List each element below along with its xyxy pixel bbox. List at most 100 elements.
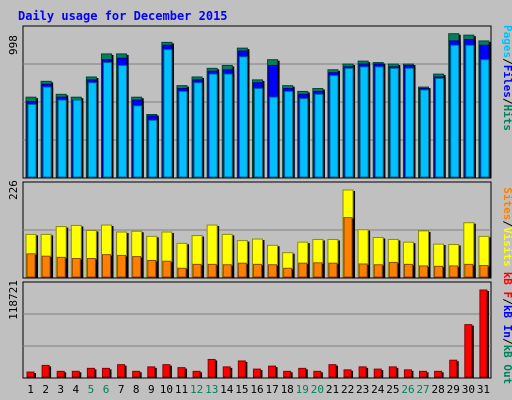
bar-sites-day-27 [419,265,430,278]
bar-kb-f-day-9 [147,366,157,378]
bar-face [358,263,368,278]
bar-face [450,44,460,178]
bar-sites-day-26 [403,263,415,278]
bar-face [71,258,81,278]
x-tick-label: 28 [432,383,445,396]
bar-pages-day-22 [344,67,356,178]
bar-pages-day-15 [238,56,250,179]
x-tick-label: 19 [296,383,309,396]
x-tick-label: 6 [103,383,110,396]
bar-face [192,263,202,278]
bar-face [374,66,384,178]
bar-sites-day-13 [207,263,219,278]
x-tick-label: 7 [118,383,125,396]
bar-face [86,258,96,278]
bar-face [208,73,218,178]
x-tick-label: 31 [477,383,490,396]
bar-face [299,98,309,178]
x-tick-label: 29 [447,383,460,396]
bar-face [117,364,126,378]
bar-pages-day-12 [193,82,205,178]
bar-face [87,82,97,178]
bar-face [57,99,67,178]
bar-face [86,367,95,378]
bar-face [435,77,445,178]
bar-face [373,264,383,278]
bar-sites-day-11 [177,267,188,278]
bar-sites-day-20 [313,262,324,278]
x-tick-label: 20 [311,383,324,396]
bar-pages-day-31 [480,59,491,178]
x-tick-label: 24 [371,383,385,396]
bar-kb-f-day-21 [328,364,338,378]
bar-face [464,324,473,378]
x-tick-label: 18 [281,383,294,396]
bar-pages-day-25 [389,67,401,178]
bar-face [419,265,429,278]
bar-face [56,370,65,378]
bar-face [343,217,353,278]
bar-sites-day-31 [479,265,490,278]
bar-sites-day-17 [268,264,279,278]
legend-separator: / [501,58,512,65]
bar-kb-f-day-26 [403,369,414,378]
bar-pages-day-10 [163,49,174,178]
bar-kb-f-day-1 [26,371,36,378]
panel-2-max-label: 226 [7,180,20,200]
bar-sites-day-12 [192,263,204,278]
bar-kb-f-day-12 [192,370,203,378]
bar-face [388,261,398,278]
bar-face [207,263,217,278]
bar-kb-f-day-15 [237,360,248,378]
bar-pages-day-21 [329,75,340,178]
bar-face [177,367,186,378]
bar-face [329,75,339,178]
bar-face [314,93,324,178]
x-tick-label: 11 [175,383,188,396]
bar-face [252,368,261,378]
bar-face [344,67,354,178]
bar-face [118,64,128,178]
legend-sites-label: Sites [501,187,512,220]
bar-face [465,44,475,178]
bar-face [42,86,52,178]
bar-sites-day-9 [147,259,158,278]
bar-face [298,262,308,278]
bar-face [284,90,294,178]
bar-pages-day-6 [102,62,114,178]
bar-pages-day-18 [284,90,295,178]
bar-face [71,370,80,378]
bar-face [283,370,292,378]
legend-files-label: Files [501,65,512,98]
bar-kb-f-day-14 [222,366,233,378]
x-tick-label: 4 [73,383,80,396]
legend-kbin-label: kB In [501,305,512,338]
bar-kb-f-day-3 [56,370,67,378]
legend-visits-label: Visits [501,227,512,267]
bar-face [479,265,489,278]
x-tick-label: 17 [265,383,278,396]
x-tick-label: 16 [250,383,263,396]
bar-face [132,256,142,278]
legend-panel-1: Pages/Files/Hits [501,25,512,131]
bar-kb-f-day-25 [388,366,399,378]
x-tick-label: 8 [133,383,140,396]
bar-face [283,267,293,278]
bar-face [41,364,50,378]
bar-face [434,370,443,378]
bar-face [464,263,474,278]
bar-face [163,49,173,178]
bar-face [101,367,110,378]
bar-sites-day-6 [101,254,113,278]
bar-pages-day-5 [87,82,99,178]
bar-sites-day-19 [298,262,309,278]
bar-pages-day-11 [178,90,189,178]
bar-kb-f-day-28 [434,370,444,378]
bar-sites-day-10 [162,260,173,278]
bar-kb-f-day-20 [313,370,323,378]
bar-pages-day-9 [148,119,159,178]
bar-pages-day-17 [269,96,280,178]
bar-face [147,366,156,378]
bar-face [132,370,141,378]
